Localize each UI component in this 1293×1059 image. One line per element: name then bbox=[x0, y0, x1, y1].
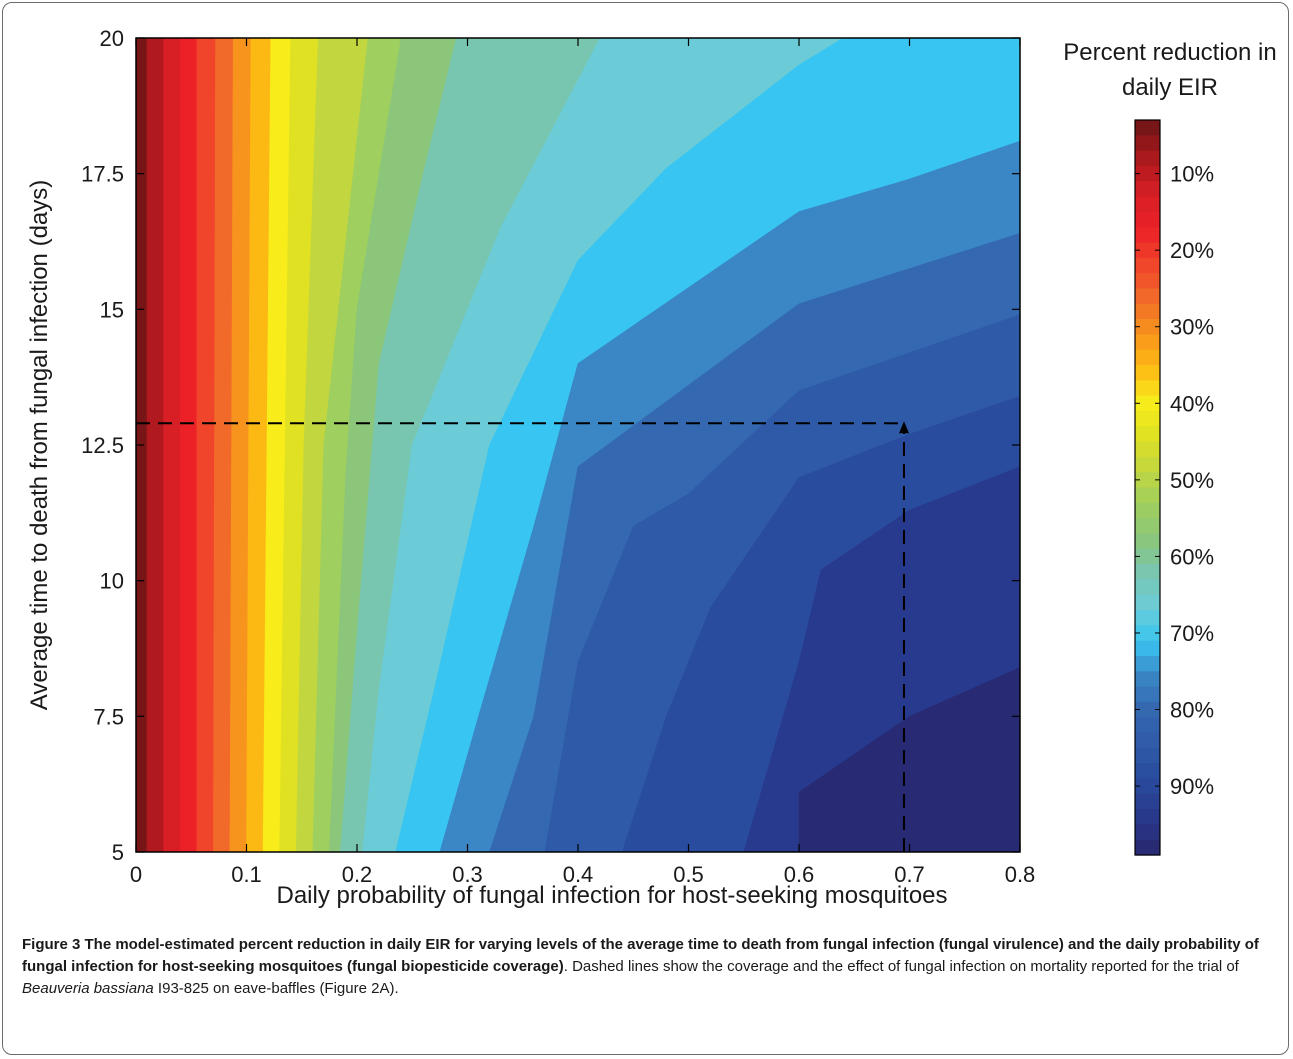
colorbar-segment bbox=[1135, 579, 1160, 596]
y-tick-label: 15 bbox=[100, 297, 124, 322]
x-tick-label: 0.2 bbox=[342, 862, 373, 887]
colorbar-segment bbox=[1135, 150, 1160, 167]
colorbar-segment bbox=[1135, 502, 1160, 519]
colorbar-segment bbox=[1135, 257, 1160, 274]
colorbar-tick-label: 40% bbox=[1170, 391, 1214, 416]
colorbar-segment bbox=[1135, 533, 1160, 550]
colorbar-frame bbox=[1134, 119, 1161, 856]
colorbar-segment bbox=[1135, 671, 1160, 688]
contour-band-97 bbox=[798, 667, 1020, 852]
y-tick-label: 7.5 bbox=[93, 704, 124, 729]
colorbar-segment bbox=[1135, 211, 1160, 228]
x-tick-label: 0.4 bbox=[563, 862, 594, 887]
y-tick-label: 12.5 bbox=[81, 433, 124, 458]
colorbar-segment bbox=[1135, 349, 1160, 366]
y-tick-label: 5 bbox=[112, 840, 124, 865]
y-tick-label: 17.5 bbox=[81, 162, 124, 187]
colorbar-segment bbox=[1135, 441, 1160, 458]
colorbar-tick-label: 80% bbox=[1170, 698, 1214, 723]
arrowhead-up bbox=[898, 421, 909, 434]
colorbar-segment bbox=[1135, 809, 1160, 825]
colorbar-segment bbox=[1135, 778, 1160, 795]
colorbar-segment bbox=[1135, 487, 1160, 504]
y-axis-label: Average time to death from fungal infect… bbox=[26, 180, 53, 711]
colorbar-title-line1: Percent reduction in bbox=[1063, 39, 1276, 66]
colorbar-segment bbox=[1135, 165, 1160, 182]
x-tick-label: 0.7 bbox=[894, 862, 925, 887]
x-tick-label: 0 bbox=[130, 862, 142, 887]
colorbar-segment bbox=[1135, 625, 1160, 642]
colorbar-segment bbox=[1135, 701, 1160, 718]
colorbar-segment bbox=[1135, 181, 1160, 198]
colorbar-segment bbox=[1135, 242, 1160, 259]
x-axis-label: Daily probability of fungal infection fo… bbox=[276, 882, 947, 909]
colorbar-tick-label: 60% bbox=[1170, 544, 1214, 569]
colorbar-segment bbox=[1135, 426, 1160, 443]
colorbar-segment bbox=[1135, 456, 1160, 473]
colorbar-segment bbox=[1135, 196, 1160, 213]
colorbar: 10% 20% 30% 40% 50% 60% 70% 80% 90% bbox=[1134, 119, 1214, 856]
caption-text-2: I93-825 on eave-baffles (Figure 2A). bbox=[153, 980, 399, 997]
colorbar-segment bbox=[1135, 747, 1160, 764]
contour-chart: 0 0.1 0.2 0.3 0.4 0.5 0.6 0.7 0.8 5 7.5 10 12.5 15 17… bbox=[26, 26, 1277, 909]
figure-caption: Figure 3 The model-estimated percent red… bbox=[22, 934, 1272, 1000]
caption-species: Beauveria bassiana bbox=[22, 980, 154, 997]
dashed-annotation bbox=[136, 421, 909, 852]
colorbar-segment bbox=[1135, 380, 1160, 397]
colorbar-segment bbox=[1135, 610, 1160, 626]
colorbar-segment bbox=[1135, 824, 1160, 841]
contour-bands bbox=[136, 38, 1020, 852]
colorbar-segment bbox=[1135, 334, 1160, 351]
x-tick-label: 0.3 bbox=[452, 862, 483, 887]
colorbar-segment bbox=[1135, 686, 1160, 703]
colorbar-title-line2: daily EIR bbox=[1122, 74, 1218, 101]
x-tick-label: 0.6 bbox=[784, 862, 815, 887]
colorbar-tick-label: 30% bbox=[1170, 315, 1214, 340]
colorbar-segment bbox=[1135, 655, 1160, 672]
colorbar-segment bbox=[1135, 732, 1160, 749]
y-axis: 5 7.5 10 12.5 15 17.5 20 bbox=[81, 26, 1020, 865]
caption-text-1: . Dashed lines show the coverage and the… bbox=[563, 958, 1239, 975]
colorbar-segment bbox=[1135, 518, 1160, 535]
colorbar-tick-label: 90% bbox=[1170, 774, 1214, 799]
colorbar-segment bbox=[1135, 793, 1160, 810]
x-tick-label: 0.5 bbox=[673, 862, 704, 887]
colorbar-tick-label: 70% bbox=[1170, 621, 1214, 646]
colorbar-tick-label: 50% bbox=[1170, 468, 1214, 493]
colorbar-segment bbox=[1135, 548, 1160, 565]
colorbar-segment bbox=[1135, 717, 1160, 734]
colorbar-segment bbox=[1135, 120, 1160, 136]
colorbar-segment bbox=[1135, 640, 1160, 657]
colorbar-segment bbox=[1135, 288, 1160, 305]
colorbar-segment bbox=[1135, 135, 1160, 152]
colorbar-segment bbox=[1135, 319, 1160, 335]
y-tick-label: 20 bbox=[100, 26, 124, 51]
colorbar-segment bbox=[1135, 395, 1160, 412]
colorbar-segment bbox=[1135, 763, 1160, 780]
x-tick-label: 0.8 bbox=[1005, 862, 1036, 887]
colorbar-segment bbox=[1135, 273, 1160, 290]
colorbar-segment bbox=[1135, 303, 1160, 320]
colorbar-tick-label: 20% bbox=[1170, 238, 1214, 263]
colorbar-segment bbox=[1135, 564, 1160, 580]
colorbar-segment bbox=[1135, 410, 1160, 427]
colorbar-segment bbox=[1135, 839, 1160, 856]
caption-title: Figure 3 The model-estimated percent red… bbox=[22, 936, 1259, 975]
colorbar-segment bbox=[1135, 472, 1160, 489]
colorbar-tick-label: 10% bbox=[1170, 162, 1214, 187]
x-tick-label: 0.1 bbox=[231, 862, 262, 887]
colorbar-segment bbox=[1135, 227, 1160, 244]
colorbar-segment bbox=[1135, 365, 1160, 381]
y-tick-label: 10 bbox=[100, 569, 124, 594]
colorbar-segment bbox=[1135, 594, 1160, 611]
x-axis: 0 0.1 0.2 0.3 0.4 0.5 0.6 0.7 0.8 bbox=[130, 38, 1035, 887]
